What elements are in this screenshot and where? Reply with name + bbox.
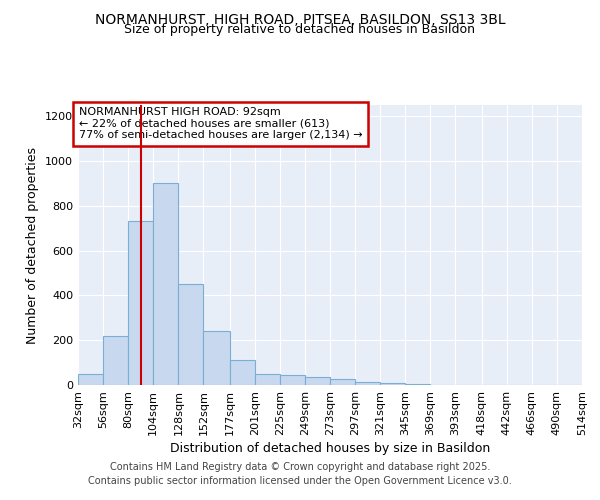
Text: NORMANHURST, HIGH ROAD, PITSEA, BASILDON, SS13 3BL: NORMANHURST, HIGH ROAD, PITSEA, BASILDON…	[95, 12, 505, 26]
Bar	[103, 336, 128, 385]
Bar	[280, 375, 305, 385]
Text: Contains HM Land Registry data © Crown copyright and database right 2025.: Contains HM Land Registry data © Crown c…	[110, 462, 490, 472]
Bar	[380, 383, 405, 385]
Text: Contains public sector information licensed under the Open Government Licence v3: Contains public sector information licen…	[88, 476, 512, 486]
Bar	[230, 360, 255, 385]
Bar	[203, 331, 230, 385]
Bar	[330, 380, 355, 385]
Bar	[128, 222, 153, 385]
Text: Size of property relative to detached houses in Basildon: Size of property relative to detached ho…	[125, 22, 476, 36]
Bar	[178, 284, 203, 385]
Bar	[355, 382, 380, 385]
Bar	[405, 384, 430, 385]
Bar	[153, 184, 178, 385]
Y-axis label: Number of detached properties: Number of detached properties	[26, 146, 40, 344]
Bar	[255, 374, 280, 385]
Bar	[305, 377, 330, 385]
Text: NORMANHURST HIGH ROAD: 92sqm
← 22% of detached houses are smaller (613)
77% of s: NORMANHURST HIGH ROAD: 92sqm ← 22% of de…	[79, 107, 362, 140]
Bar	[78, 374, 103, 385]
X-axis label: Distribution of detached houses by size in Basildon: Distribution of detached houses by size …	[170, 442, 490, 455]
